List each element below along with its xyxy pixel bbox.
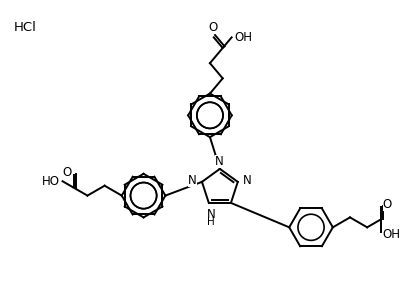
Text: H: H (207, 217, 215, 227)
Text: N: N (188, 174, 197, 187)
Text: OH: OH (234, 31, 252, 44)
Text: N: N (215, 155, 223, 168)
Text: O: O (208, 21, 218, 34)
Text: O: O (62, 166, 72, 179)
Text: N: N (243, 174, 252, 187)
Text: O: O (383, 198, 392, 211)
Text: OH: OH (383, 228, 401, 241)
Text: HCl: HCl (14, 21, 37, 34)
Text: HO: HO (42, 175, 60, 188)
Text: N: N (206, 208, 215, 221)
